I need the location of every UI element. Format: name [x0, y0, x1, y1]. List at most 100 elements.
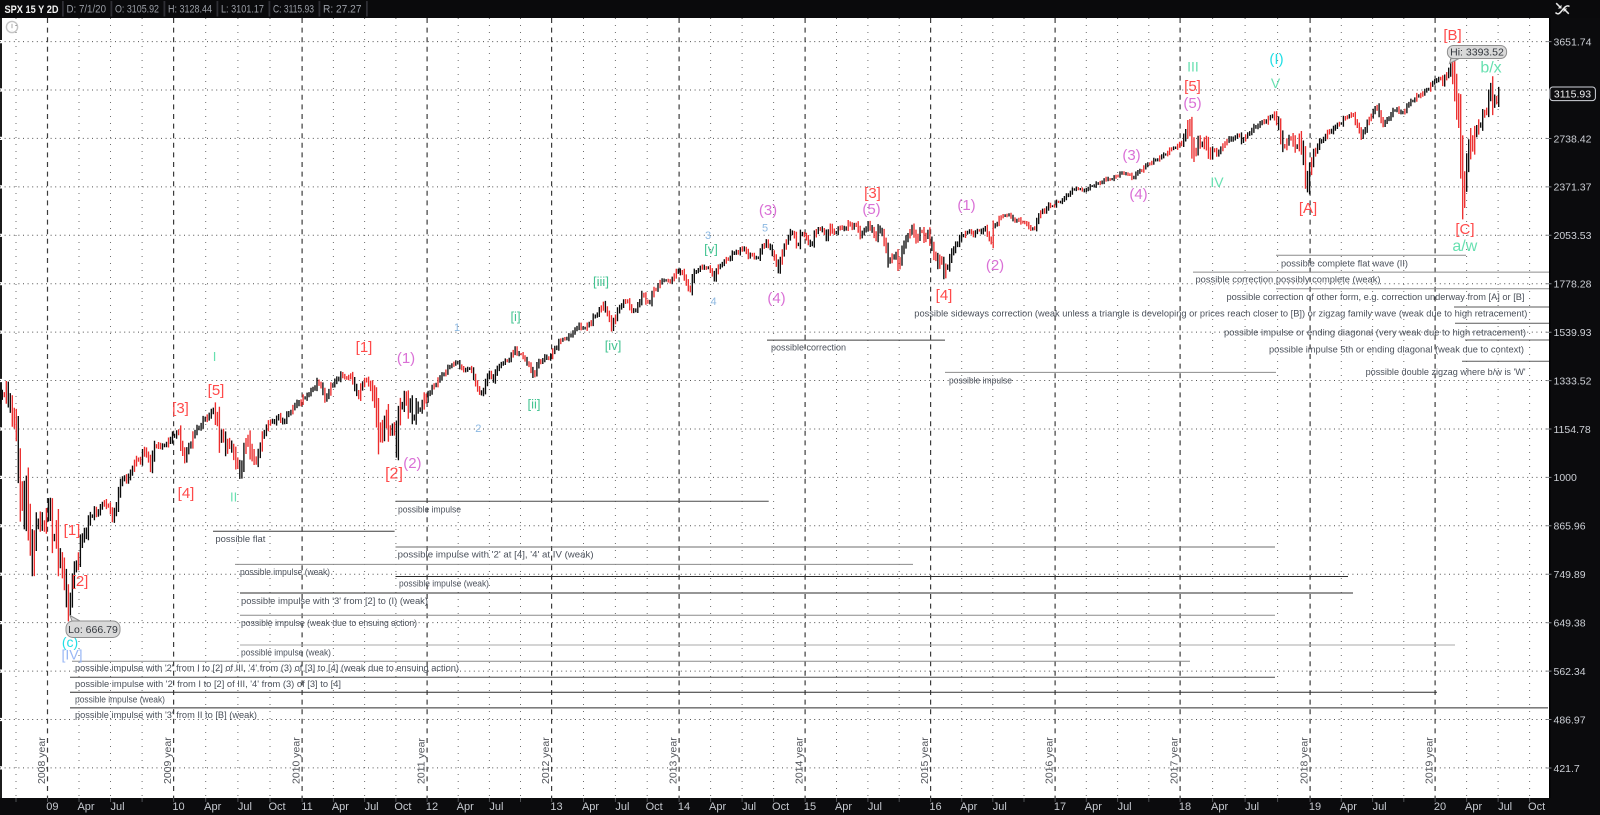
svg-text:L: 3101.17: L: 3101.17 [221, 4, 264, 16]
svg-text:possible impulse or ending dia: possible impulse or ending diagonal (ver… [1224, 327, 1526, 337]
svg-text:possible complete flat wave (I: possible complete flat wave (II) [1281, 259, 1408, 269]
svg-text:[A]: [A] [1299, 200, 1317, 217]
svg-text:Jul: Jul [868, 801, 882, 813]
svg-text:[1]: [1] [64, 522, 81, 539]
svg-text:Apr: Apr [582, 801, 599, 813]
svg-text:possible impulse with '3' from: possible impulse with '3' from [2] to (I… [241, 596, 428, 606]
svg-text:2019 year: 2019 year [1424, 737, 1436, 784]
svg-text:[1]: [1] [356, 339, 373, 356]
svg-text:13: 13 [550, 801, 562, 813]
svg-text:09: 09 [46, 801, 58, 813]
svg-text:2017 year: 2017 year [1169, 737, 1181, 784]
svg-text:(1): (1) [397, 350, 415, 367]
svg-text:3: 3 [705, 230, 711, 242]
svg-text:10: 10 [172, 801, 184, 813]
svg-text:[IV]: [IV] [61, 646, 82, 662]
svg-text:[5]: [5] [1184, 78, 1201, 95]
svg-text:C: 3115.93: C: 3115.93 [273, 4, 314, 16]
svg-text:649.38: 649.38 [1554, 618, 1586, 630]
svg-text:possible impulse (weak): possible impulse (weak) [399, 579, 489, 589]
svg-text:Apr: Apr [835, 801, 852, 813]
svg-text:15: 15 [804, 801, 816, 813]
svg-text:2011 year: 2011 year [416, 738, 428, 784]
svg-text:[4]: [4] [936, 287, 953, 304]
svg-text:possible impulse 5th or ending: possible impulse 5th or ending diagonal … [1269, 344, 1524, 354]
svg-text:2015 year: 2015 year [919, 737, 931, 784]
svg-text:a/w: a/w [1452, 238, 1477, 255]
svg-text:possible impulse: possible impulse [398, 505, 461, 515]
svg-text:(3): (3) [759, 202, 777, 219]
svg-text:(2): (2) [403, 455, 421, 472]
svg-text:(I): (I) [1269, 51, 1283, 68]
svg-text:Apr: Apr [709, 801, 726, 813]
svg-text:H: 3128.44: H: 3128.44 [168, 4, 212, 16]
svg-text:2014 year: 2014 year [794, 737, 806, 784]
svg-text:749.89: 749.89 [1554, 569, 1586, 581]
svg-text:possible impulse with '2' from: possible impulse with '2' from I to [2] … [75, 679, 341, 689]
svg-text:possible impulse (weak due to: possible impulse (weak due to ensuing ac… [241, 618, 417, 628]
svg-text:IV: IV [1210, 174, 1224, 190]
svg-text:possible correction possibly c: possible correction possibly complete (w… [1196, 275, 1381, 285]
svg-text:(1): (1) [957, 197, 975, 214]
svg-text:421.7: 421.7 [1554, 763, 1580, 775]
svg-text:R: 27.27: R: 27.27 [323, 4, 362, 16]
svg-text:Apr: Apr [204, 801, 221, 813]
svg-text:Oct: Oct [772, 801, 789, 813]
svg-text:Hi: 3393.52: Hi: 3393.52 [1450, 47, 1504, 59]
svg-text:Apr: Apr [457, 801, 474, 813]
svg-text:2738.42: 2738.42 [1554, 133, 1592, 145]
svg-text:19: 19 [1309, 801, 1321, 813]
svg-text:17: 17 [1054, 801, 1066, 813]
svg-text:20: 20 [1434, 801, 1446, 813]
svg-text:Oct: Oct [1528, 801, 1545, 813]
svg-text:Apr: Apr [1340, 801, 1357, 813]
svg-text:2012 year: 2012 year [540, 737, 552, 784]
svg-text:[3]: [3] [864, 185, 881, 202]
svg-text:14: 14 [678, 801, 690, 813]
svg-text:Jul: Jul [365, 801, 379, 813]
svg-text:possible double zigzag where b: possible double zigzag where b/w is 'W' [1366, 367, 1526, 377]
svg-text:(4): (4) [1129, 186, 1147, 203]
svg-text:[2]: [2] [385, 466, 403, 483]
svg-text:possible sideways correction (: possible sideways correction (weak unles… [914, 309, 1527, 319]
svg-text:possible impulse (weak): possible impulse (weak) [240, 567, 330, 577]
svg-text:[iii]: [iii] [593, 274, 609, 289]
svg-text:possible correction: possible correction [771, 343, 846, 353]
svg-text:II: II [230, 490, 237, 505]
svg-text:12: 12 [426, 801, 438, 813]
svg-text:[3]: [3] [172, 400, 189, 417]
svg-text:486.97: 486.97 [1554, 714, 1586, 726]
svg-text:(c): (c) [62, 634, 78, 650]
svg-text:possible impulse (weak): possible impulse (weak) [241, 648, 331, 658]
svg-text:2013 year: 2013 year [668, 737, 680, 784]
svg-text:(4): (4) [767, 290, 785, 307]
svg-text:Oct: Oct [646, 801, 663, 813]
svg-text:2371.37: 2371.37 [1554, 182, 1592, 194]
svg-text:possible impulse with '2' from: possible impulse with '2' from I to [2] … [75, 663, 459, 673]
svg-text:Oct: Oct [268, 801, 285, 813]
svg-text:562.34: 562.34 [1554, 666, 1586, 678]
svg-text:1333.52: 1333.52 [1554, 375, 1592, 387]
svg-text:5: 5 [762, 222, 768, 234]
svg-text:Apr: Apr [332, 801, 349, 813]
svg-text:Oct: Oct [394, 801, 411, 813]
svg-text:Jul: Jul [489, 801, 503, 813]
svg-text:[2]: [2] [72, 573, 89, 590]
svg-text:1778.28: 1778.28 [1554, 279, 1592, 291]
svg-text:1: 1 [454, 322, 460, 334]
svg-text:[iv]: [iv] [605, 338, 622, 353]
svg-text:11: 11 [301, 801, 312, 813]
svg-text:Jul: Jul [1245, 801, 1259, 813]
svg-text:2: 2 [475, 423, 481, 435]
svg-text:III: III [1187, 58, 1199, 74]
svg-text:I: I [213, 349, 217, 364]
svg-text:Jul: Jul [615, 801, 629, 813]
svg-text:Apr: Apr [1085, 801, 1102, 813]
svg-text:[v]: [v] [704, 242, 718, 257]
svg-text:[4]: [4] [178, 485, 195, 502]
svg-text:O: 3105.92: O: 3105.92 [115, 4, 159, 16]
svg-text:Jul: Jul [1118, 801, 1132, 813]
svg-text:2008 year: 2008 year [36, 737, 48, 784]
svg-text:18: 18 [1179, 801, 1191, 813]
svg-text:possible impulse: possible impulse [949, 376, 1012, 386]
